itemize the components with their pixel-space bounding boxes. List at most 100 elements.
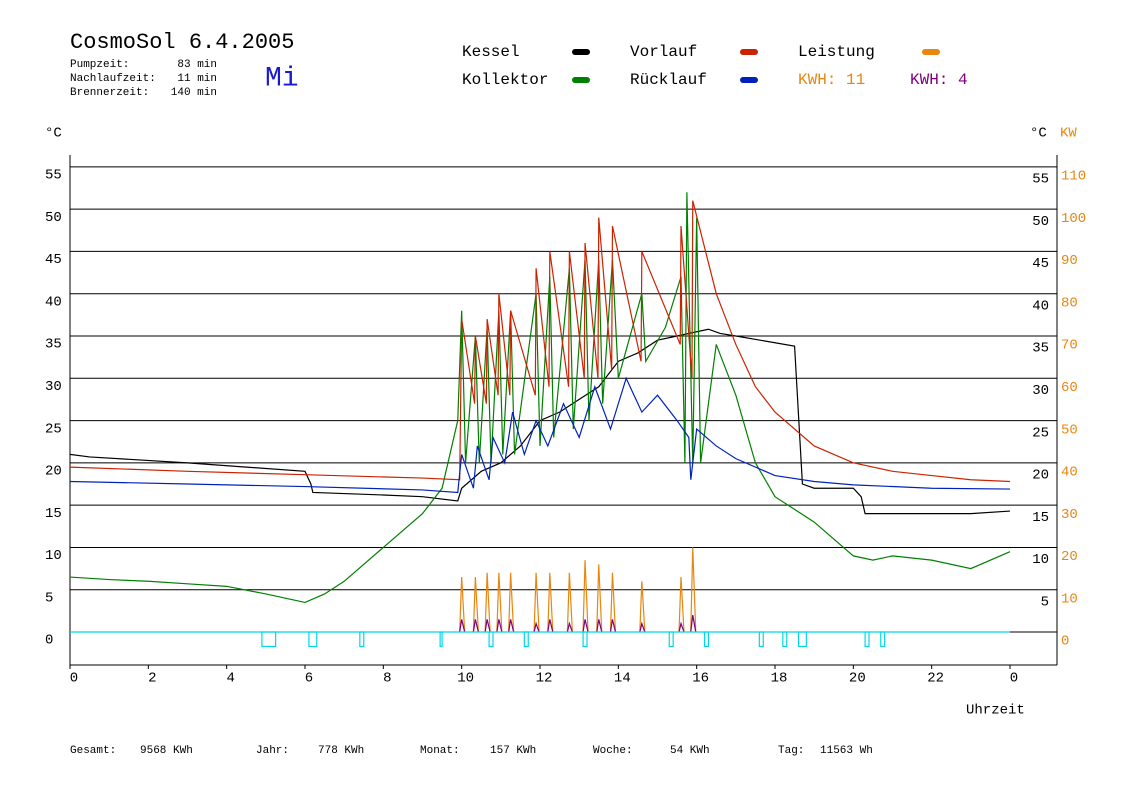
spike: [472, 577, 479, 633]
x-tick-label: 18: [771, 671, 788, 687]
pump-pulse: [782, 631, 788, 647]
y-tick-label: 25: [45, 421, 62, 437]
weekday: Mi: [265, 63, 299, 94]
x-tick-label: 0: [70, 671, 78, 687]
y-tick-label: 30: [45, 379, 62, 395]
y-right-tick-label: 30: [1032, 383, 1049, 399]
spike: [566, 621, 573, 633]
pump-pulse: [439, 631, 443, 647]
series-line: [69, 192, 1011, 604]
x-tick-label: 22: [927, 671, 944, 687]
legend-label: Kessel: [462, 43, 520, 61]
legend-marker: [740, 49, 758, 55]
footer-value: 157 KWh: [490, 745, 536, 757]
y2-tick-label: 50: [1061, 422, 1078, 438]
pump-pulse: [261, 631, 277, 647]
spike: [678, 577, 685, 633]
footer-value: 9568 KWh: [140, 745, 193, 757]
pump-pulse: [864, 631, 870, 647]
legend-label: Vorlauf: [630, 43, 697, 61]
stat-value: 11 min: [177, 73, 217, 85]
pump-pulse: [797, 631, 807, 647]
stat-value: 140 min: [171, 87, 217, 99]
stat-label: Nachlaufzeit:: [70, 73, 156, 85]
x-tick-label: 2: [148, 671, 156, 687]
y-tick-label: 5: [45, 590, 53, 606]
spike: [639, 621, 646, 633]
spike: [496, 572, 503, 633]
y-right-tick-label: 50: [1032, 214, 1049, 230]
legend-marker: [572, 49, 590, 55]
spike: [596, 564, 603, 633]
spike: [533, 621, 540, 633]
x-tick-label: 6: [305, 671, 313, 687]
kwh-orange: KWH: 11: [798, 71, 865, 89]
x-tick-label: 4: [226, 671, 234, 687]
legend-label: Rücklauf: [630, 71, 707, 89]
y-right-tick-label: 40: [1032, 298, 1049, 314]
spike: [508, 619, 515, 633]
y-right-tick-label: 55: [1032, 172, 1049, 188]
footer-label: Tag:: [778, 745, 804, 757]
y2-tick-label: 60: [1061, 380, 1078, 396]
spike: [639, 581, 646, 633]
y-label-right: °C: [1030, 126, 1047, 142]
spike: [472, 619, 479, 633]
series-line: [69, 328, 1011, 515]
kwh-purple: KWH: 4: [910, 71, 968, 89]
y2-tick-label: 40: [1061, 465, 1078, 481]
spike: [547, 619, 554, 633]
y-tick-label: 20: [45, 464, 62, 480]
y-right-tick-label: 45: [1032, 256, 1049, 272]
footer-label: Monat:: [420, 745, 460, 757]
pump-pulse: [880, 631, 886, 647]
y-tick-label: 55: [45, 168, 62, 184]
y2-tick-label: 0: [1061, 634, 1069, 650]
spike: [609, 572, 617, 633]
pump-pulse: [359, 631, 365, 647]
pump-pulse: [488, 631, 494, 647]
pump-pulse: [668, 631, 674, 647]
x-tick-label: 16: [692, 671, 709, 687]
spike: [547, 572, 554, 633]
y-right-tick-label: 15: [1032, 510, 1049, 526]
x-tick-label: 0: [1010, 671, 1018, 687]
y-right-tick-label: 25: [1032, 425, 1049, 441]
y-right-tick-label: 5: [1041, 594, 1049, 610]
spike: [496, 619, 503, 633]
y2-label: KW: [1060, 126, 1077, 142]
spike: [678, 621, 685, 633]
spike: [582, 560, 589, 633]
y-tick-label: 35: [45, 337, 62, 353]
y-tick-label: 15: [45, 506, 62, 522]
y-tick-label: 0: [45, 633, 53, 649]
y2-tick-label: 10: [1061, 591, 1078, 607]
pump-pulse: [308, 631, 318, 647]
spike: [596, 619, 603, 633]
legend-marker: [922, 49, 940, 55]
series-line: [69, 200, 1011, 483]
spike: [484, 572, 491, 633]
stat-label: Pumpzeit:: [70, 59, 129, 71]
x-tick-label: 8: [383, 671, 391, 687]
spike: [508, 572, 515, 633]
legend-label: Leistung: [798, 43, 875, 61]
y-label: °C: [45, 126, 62, 142]
footer-value: 778 KWh: [318, 745, 364, 757]
y2-tick-label: 70: [1061, 338, 1078, 354]
y-right-tick-label: 10: [1032, 552, 1049, 568]
spike: [459, 577, 466, 633]
y-tick-label: 45: [45, 252, 62, 268]
x-tick-label: 20: [849, 671, 866, 687]
pump-pulse: [523, 631, 529, 647]
legend-marker: [740, 77, 758, 83]
spike: [459, 619, 466, 633]
legend-label: Kollektor: [462, 71, 548, 89]
y-tick-label: 40: [45, 294, 62, 310]
y2-tick-label: 80: [1061, 295, 1078, 311]
y-tick-label: 50: [45, 210, 62, 226]
stat-value: 83 min: [177, 59, 217, 71]
x-tick-label: 12: [536, 671, 553, 687]
y2-tick-label: 90: [1061, 253, 1078, 269]
y-right-tick-label: 20: [1032, 468, 1049, 484]
